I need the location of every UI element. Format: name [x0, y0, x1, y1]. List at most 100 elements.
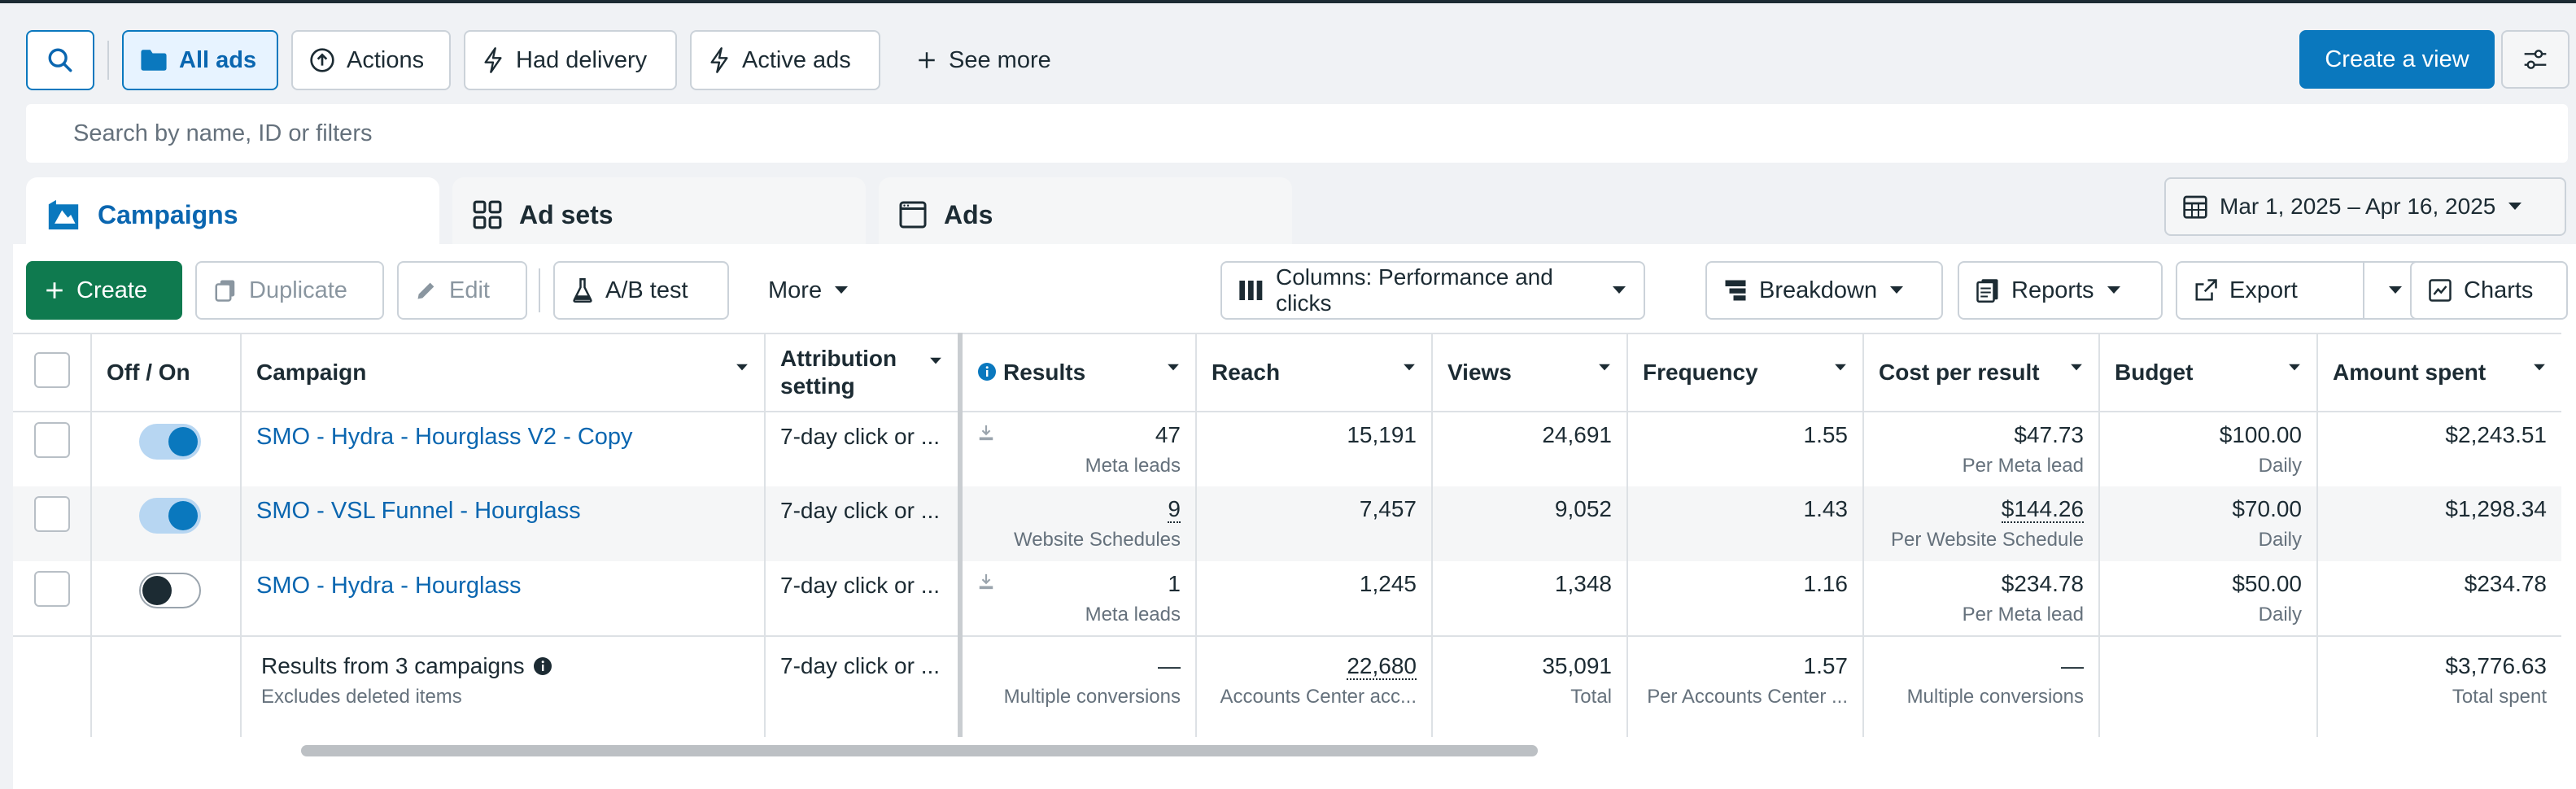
budget-cell: $70.00 Daily: [2099, 486, 2318, 561]
header-results[interactable]: Results: [960, 333, 1197, 412]
duplicate-button[interactable]: Duplicate: [195, 261, 384, 320]
totals-results-value: —: [1158, 653, 1181, 678]
toggle-knob: [142, 576, 172, 605]
totals-results-cell: — Multiple conversions: [960, 635, 1197, 737]
views-cell: 24,691: [1432, 412, 1628, 486]
charts-button[interactable]: Charts: [2410, 261, 2568, 320]
cost-per-result-value: $47.73: [2014, 422, 2084, 447]
row-select-cell: [13, 486, 92, 561]
tab-ads[interactable]: Ads: [879, 177, 1292, 252]
folder-icon: [140, 48, 168, 72]
header-attribution-label: Attribution setting: [780, 346, 897, 399]
results-value[interactable]: 9: [1168, 496, 1181, 523]
actions-label: Actions: [347, 46, 425, 73]
results-value: 1: [1168, 571, 1181, 596]
export-button[interactable]: Export: [2176, 261, 2364, 320]
budget-type: Daily: [2258, 455, 2302, 477]
header-frequency[interactable]: Frequency: [1627, 333, 1864, 412]
campaign-toggle[interactable]: [139, 498, 201, 534]
horizontal-scrollbar[interactable]: [301, 745, 1538, 756]
actions-button[interactable]: Actions: [291, 30, 451, 90]
totals-results-sub: Multiple conversions: [1003, 686, 1181, 708]
see-more-button[interactable]: See more: [898, 30, 1077, 90]
breakdown-button[interactable]: Breakdown: [1705, 261, 1943, 320]
tab-ads-label: Ads: [944, 199, 993, 229]
create-button[interactable]: Create: [26, 261, 182, 320]
campaign-toggle[interactable]: [139, 424, 201, 460]
totals-label-sub: Excludes deleted items: [261, 686, 462, 708]
export-icon: [2194, 278, 2218, 303]
sort-caret-icon[interactable]: [1597, 363, 1612, 373]
select-all-checkbox[interactable]: [33, 351, 70, 388]
customize-view-button[interactable]: [2501, 30, 2569, 89]
download-icon: [977, 573, 995, 591]
search-input[interactable]: Search by name, ID or filters: [26, 104, 2568, 163]
plus-icon: [44, 280, 65, 301]
campaign-name-link[interactable]: SMO - Hydra - Hourglass V2 - Copy: [256, 424, 633, 450]
sort-caret-icon[interactable]: [2069, 363, 2084, 373]
chevron-down-icon: [2507, 201, 2523, 212]
table-row[interactable]: SMO - Hydra - Hourglass V2 - Copy 7-day …: [13, 412, 2561, 486]
header-reach-label: Reach: [1212, 360, 1281, 385]
reports-icon: [1976, 278, 2000, 303]
cost-per-result-value[interactable]: $144.26: [2001, 496, 2084, 523]
row-checkbox[interactable]: [33, 496, 70, 532]
header-amount-spent-label: Amount spent: [2333, 360, 2486, 385]
cost-per-result-value: $234.78: [2001, 571, 2084, 596]
edit-button[interactable]: Edit: [397, 261, 527, 320]
sort-caret-icon[interactable]: [735, 363, 749, 373]
columns-button[interactable]: Columns: Performance and clicks: [1220, 261, 1645, 320]
totals-row: Results from 3 campaigns Excludes deleted…: [13, 635, 2561, 737]
header-amount-spent[interactable]: Amount spent: [2317, 333, 2561, 412]
info-icon[interactable]: [977, 362, 997, 381]
sort-caret-icon[interactable]: [1166, 363, 1181, 373]
create-view-button[interactable]: Create a view: [2299, 30, 2495, 89]
sort-caret-icon[interactable]: [928, 356, 943, 366]
sort-caret-icon[interactable]: [1402, 363, 1417, 373]
flask-icon: [571, 278, 594, 303]
duplicate-label: Duplicate: [249, 277, 347, 303]
date-range-picker[interactable]: Mar 1, 2025 – Apr 16, 2025: [2164, 177, 2566, 236]
info-icon[interactable]: [533, 656, 552, 676]
header-attribution[interactable]: Attribution setting: [765, 333, 963, 412]
toggle-knob: [168, 427, 198, 456]
select-all-cell: [13, 333, 92, 412]
sort-caret-icon[interactable]: [2287, 363, 2302, 373]
search-button[interactable]: [26, 30, 94, 90]
all-ads-button[interactable]: All ads: [122, 30, 278, 90]
reach-cell: 7,457: [1196, 486, 1433, 561]
tab-ad-sets[interactable]: Ad sets: [452, 177, 866, 252]
table-row[interactable]: SMO - Hydra - Hourglass 7-day click or .…: [13, 561, 2561, 636]
sort-caret-icon[interactable]: [2532, 363, 2547, 373]
campaign-name-link[interactable]: SMO - Hydra - Hourglass: [256, 573, 522, 599]
chevron-down-icon: [1611, 285, 1627, 296]
search-placeholder: Search by name, ID or filters: [73, 120, 373, 146]
active-ads-button[interactable]: Active ads: [690, 30, 880, 90]
header-reach[interactable]: Reach: [1196, 333, 1433, 412]
ab-test-button[interactable]: A/B test: [553, 261, 729, 320]
results-cell: 9 Website Schedules: [960, 486, 1197, 561]
campaign-name-link[interactable]: SMO - VSL Funnel - Hourglass: [256, 498, 581, 524]
amount-spent-cell: $1,298.34: [2317, 486, 2561, 561]
more-button[interactable]: More: [750, 261, 872, 320]
header-cost-per-result[interactable]: Cost per result: [1863, 333, 2100, 412]
totals-reach-value[interactable]: 22,680: [1347, 653, 1417, 680]
totals-views-cell: 35,091 Total: [1432, 635, 1628, 737]
header-views[interactable]: Views: [1432, 333, 1628, 412]
totals-cpr-cell: — Multiple conversions: [1863, 635, 2100, 737]
header-views-label: Views: [1447, 360, 1512, 385]
row-checkbox[interactable]: [33, 422, 70, 458]
tab-campaigns[interactable]: Campaigns: [26, 177, 439, 252]
campaign-toggle[interactable]: [139, 573, 201, 608]
table-row[interactable]: SMO - VSL Funnel - Hourglass 7-day click…: [13, 486, 2561, 561]
chevron-down-icon: [833, 285, 849, 296]
had-delivery-button[interactable]: Had delivery: [464, 30, 677, 90]
row-checkbox[interactable]: [33, 571, 70, 607]
results-cell: 47 Meta leads: [960, 412, 1197, 486]
sort-caret-icon[interactable]: [1833, 363, 1848, 373]
reports-button[interactable]: Reports: [1958, 261, 2163, 320]
header-budget[interactable]: Budget: [2099, 333, 2318, 412]
header-campaign[interactable]: Campaign: [241, 333, 766, 412]
ad-sets-grid-icon: [472, 199, 503, 230]
had-delivery-label: Had delivery: [516, 46, 648, 73]
